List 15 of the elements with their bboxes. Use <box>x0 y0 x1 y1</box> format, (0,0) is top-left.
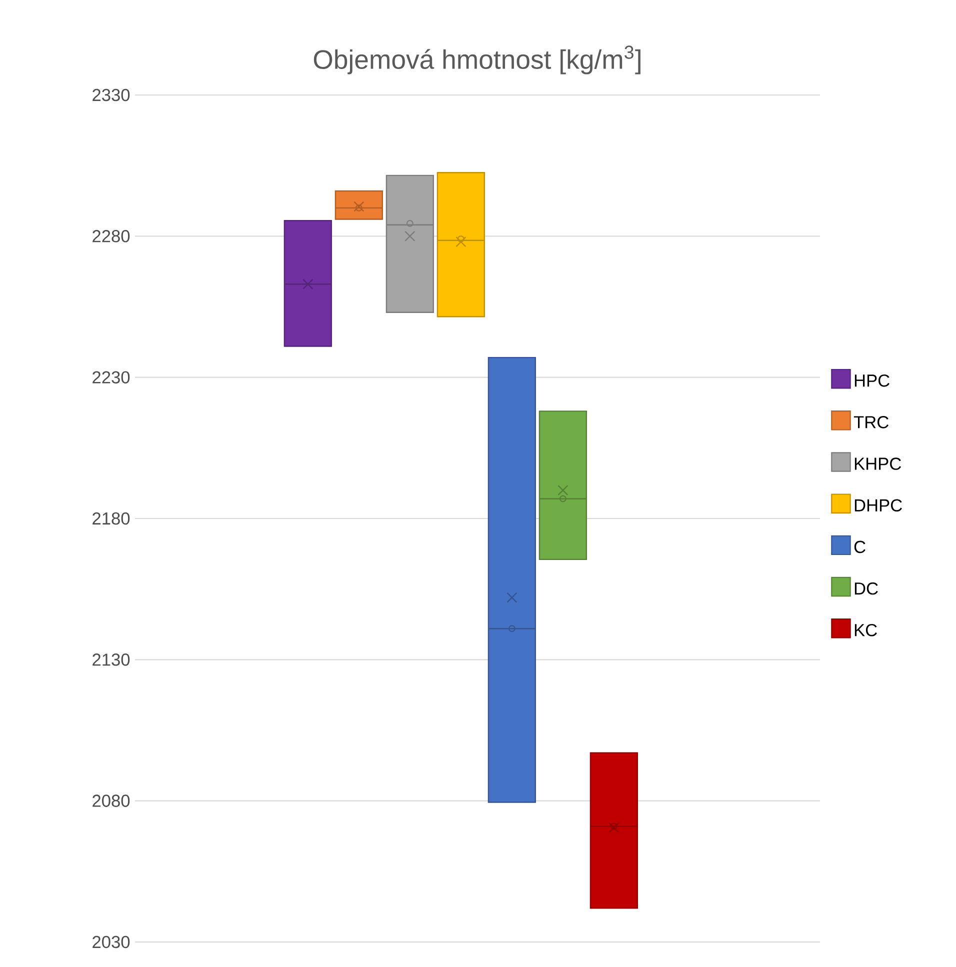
legend-label: DHPC <box>854 499 902 512</box>
legend-label: DC <box>854 582 878 595</box>
y-tick-label: 2080 <box>92 794 130 807</box>
chart-title: Objemová hmotnost [kg/m$^{3}$] <box>314 46 640 74</box>
legend-label: C <box>854 540 866 554</box>
y-tick-label: 2180 <box>92 512 130 525</box>
y-tick-label: 2130 <box>92 654 130 666</box>
y-tick-label: 2030 <box>92 936 130 948</box>
legend-label: HPC <box>854 374 890 387</box>
legend-label: KHPC <box>854 458 902 470</box>
legend-label: TRC <box>854 416 888 428</box>
y-tick-label: 2230 <box>92 371 130 384</box>
y-tick-label: 2280 <box>92 230 130 242</box>
legend-label: KC <box>854 624 877 636</box>
y-tick-label: 2330 <box>92 88 130 102</box>
